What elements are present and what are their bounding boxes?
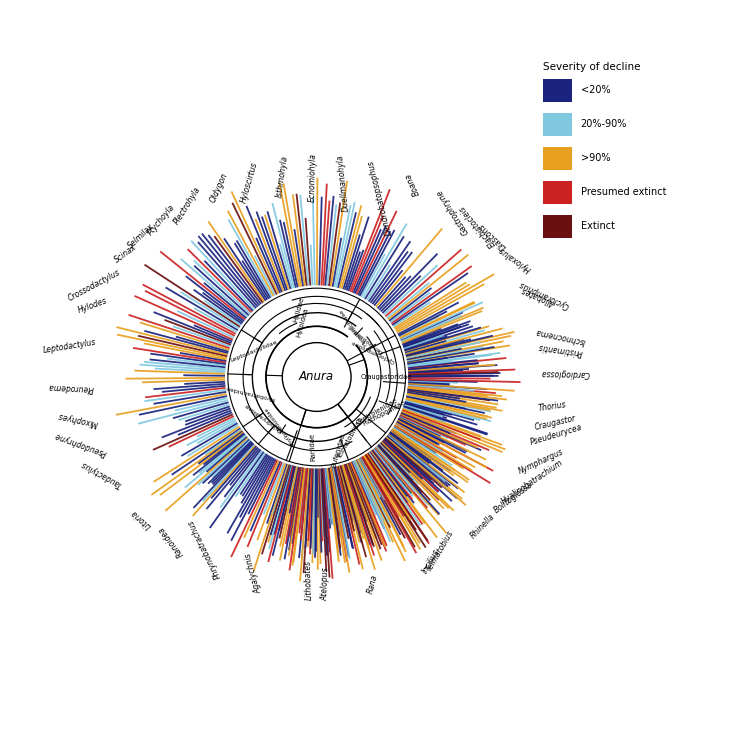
Text: Plectrohyla: Plectrohyla bbox=[172, 185, 202, 226]
Text: Telmatobiidae: Telmatobiidae bbox=[336, 416, 364, 460]
Text: >90%: >90% bbox=[581, 153, 610, 164]
Text: Bolitoglossa: Bolitoglossa bbox=[492, 480, 535, 515]
Text: Lithobates: Lithobates bbox=[303, 560, 314, 600]
Text: 20%-90%: 20%-90% bbox=[581, 119, 627, 130]
Text: Hemirhachidae: Hemirhachidae bbox=[338, 308, 368, 347]
FancyBboxPatch shape bbox=[543, 215, 572, 238]
FancyBboxPatch shape bbox=[543, 147, 572, 170]
Text: Incilius: Incilius bbox=[421, 547, 442, 575]
Text: Presumed extinct: Presumed extinct bbox=[581, 187, 666, 198]
Text: Oldygon: Oldygon bbox=[209, 171, 230, 204]
Text: Pseudeurycea: Pseudeurycea bbox=[529, 422, 584, 446]
Text: <20%: <20% bbox=[581, 85, 610, 96]
Text: Hylidae: Hylidae bbox=[293, 296, 305, 323]
Text: Leptodactylidae: Leptodactylidae bbox=[229, 340, 278, 363]
Text: Cycloramphidae: Cycloramphidae bbox=[350, 339, 395, 363]
Text: Hylodes: Hylodes bbox=[76, 296, 109, 315]
Text: Centrolenidae: Centrolenidae bbox=[355, 397, 399, 426]
Text: Phrynobatrachus: Phrynobatrachus bbox=[186, 517, 222, 580]
Text: Anura: Anura bbox=[299, 370, 334, 384]
Text: Duellmanohyla: Duellmanohyla bbox=[336, 155, 351, 213]
Text: Crossodactylus: Crossodactylus bbox=[66, 268, 121, 303]
Text: Ranoidea: Ranoidea bbox=[157, 524, 185, 558]
Text: Myobatrachidae: Myobatrachidae bbox=[225, 385, 276, 400]
FancyBboxPatch shape bbox=[543, 113, 572, 136]
Text: Nymphargus: Nymphargus bbox=[517, 446, 566, 476]
Text: Rhinella: Rhinella bbox=[469, 513, 497, 541]
Text: Thorius: Thorius bbox=[538, 400, 566, 412]
Text: Scinax: Scinax bbox=[113, 242, 139, 264]
Text: Dendrobatidae: Dendrobatidae bbox=[346, 323, 384, 354]
Text: Pseudophryne: Pseudophryne bbox=[54, 431, 109, 458]
Text: Ptychoyla: Ptychoyla bbox=[146, 203, 176, 237]
Text: Leptodactylus: Leptodactylus bbox=[42, 338, 97, 355]
Circle shape bbox=[282, 342, 351, 412]
Text: Dendrobatopsophus: Dendrobatopsophus bbox=[366, 159, 394, 236]
Text: Elachistocleis: Elachistocleis bbox=[457, 203, 497, 248]
Text: Craugastor: Craugastor bbox=[533, 413, 577, 431]
Text: Ischnocnema: Ischnocnema bbox=[535, 326, 586, 345]
Text: Cardioglossa: Cardioglossa bbox=[540, 369, 589, 379]
Text: Pelodryadidae: Pelodryadidae bbox=[243, 401, 282, 431]
Text: Hyloxalus: Hyloxalus bbox=[497, 245, 533, 274]
Text: Hyalinobatrachium: Hyalinobatrachium bbox=[499, 458, 565, 506]
Text: Isthmohyla: Isthmohyla bbox=[275, 155, 290, 198]
Text: Hyloidea: Hyloidea bbox=[296, 307, 309, 339]
Text: Phyllomedusidae: Phyllomedusidae bbox=[263, 406, 296, 446]
FancyBboxPatch shape bbox=[543, 181, 572, 204]
Text: Agalychnis: Agalychnis bbox=[244, 552, 263, 594]
Text: Hyloscirtus: Hyloscirtus bbox=[239, 161, 259, 204]
Text: Gastrophryne: Gastrophryne bbox=[434, 187, 470, 236]
Text: Pristimantis: Pristimantis bbox=[538, 342, 583, 357]
Text: Allobates: Allobates bbox=[521, 286, 556, 308]
Text: Bufonidae: Bufonidae bbox=[330, 433, 345, 469]
Text: Telmatobius: Telmatobius bbox=[425, 529, 455, 573]
Text: Taudactylus: Taudactylus bbox=[79, 459, 124, 489]
Text: Boana: Boana bbox=[403, 171, 421, 197]
Text: Diascoris: Diascoris bbox=[477, 221, 509, 252]
Text: Litoria: Litoria bbox=[130, 507, 154, 530]
Text: Atelopus: Atelopus bbox=[320, 567, 330, 600]
Text: Selmilax: Selmilax bbox=[127, 221, 156, 250]
Text: Severity of decline: Severity of decline bbox=[543, 62, 640, 72]
Text: Extinct: Extinct bbox=[581, 221, 615, 231]
Circle shape bbox=[228, 288, 406, 466]
Text: Plathopodidae: Plathopodidae bbox=[362, 399, 407, 427]
Text: Mixophyes: Mixophyes bbox=[57, 411, 99, 428]
Text: Craugastoridae: Craugastoridae bbox=[360, 374, 412, 380]
Text: Cycloramphus: Cycloramphus bbox=[517, 278, 571, 310]
Text: Ranidae: Ranidae bbox=[309, 432, 317, 461]
Text: Pleurodema: Pleurodema bbox=[48, 382, 93, 393]
FancyBboxPatch shape bbox=[543, 79, 572, 102]
Text: Rana: Rana bbox=[366, 574, 380, 595]
Text: Ecnomiohyla: Ecnomiohyla bbox=[308, 154, 317, 203]
